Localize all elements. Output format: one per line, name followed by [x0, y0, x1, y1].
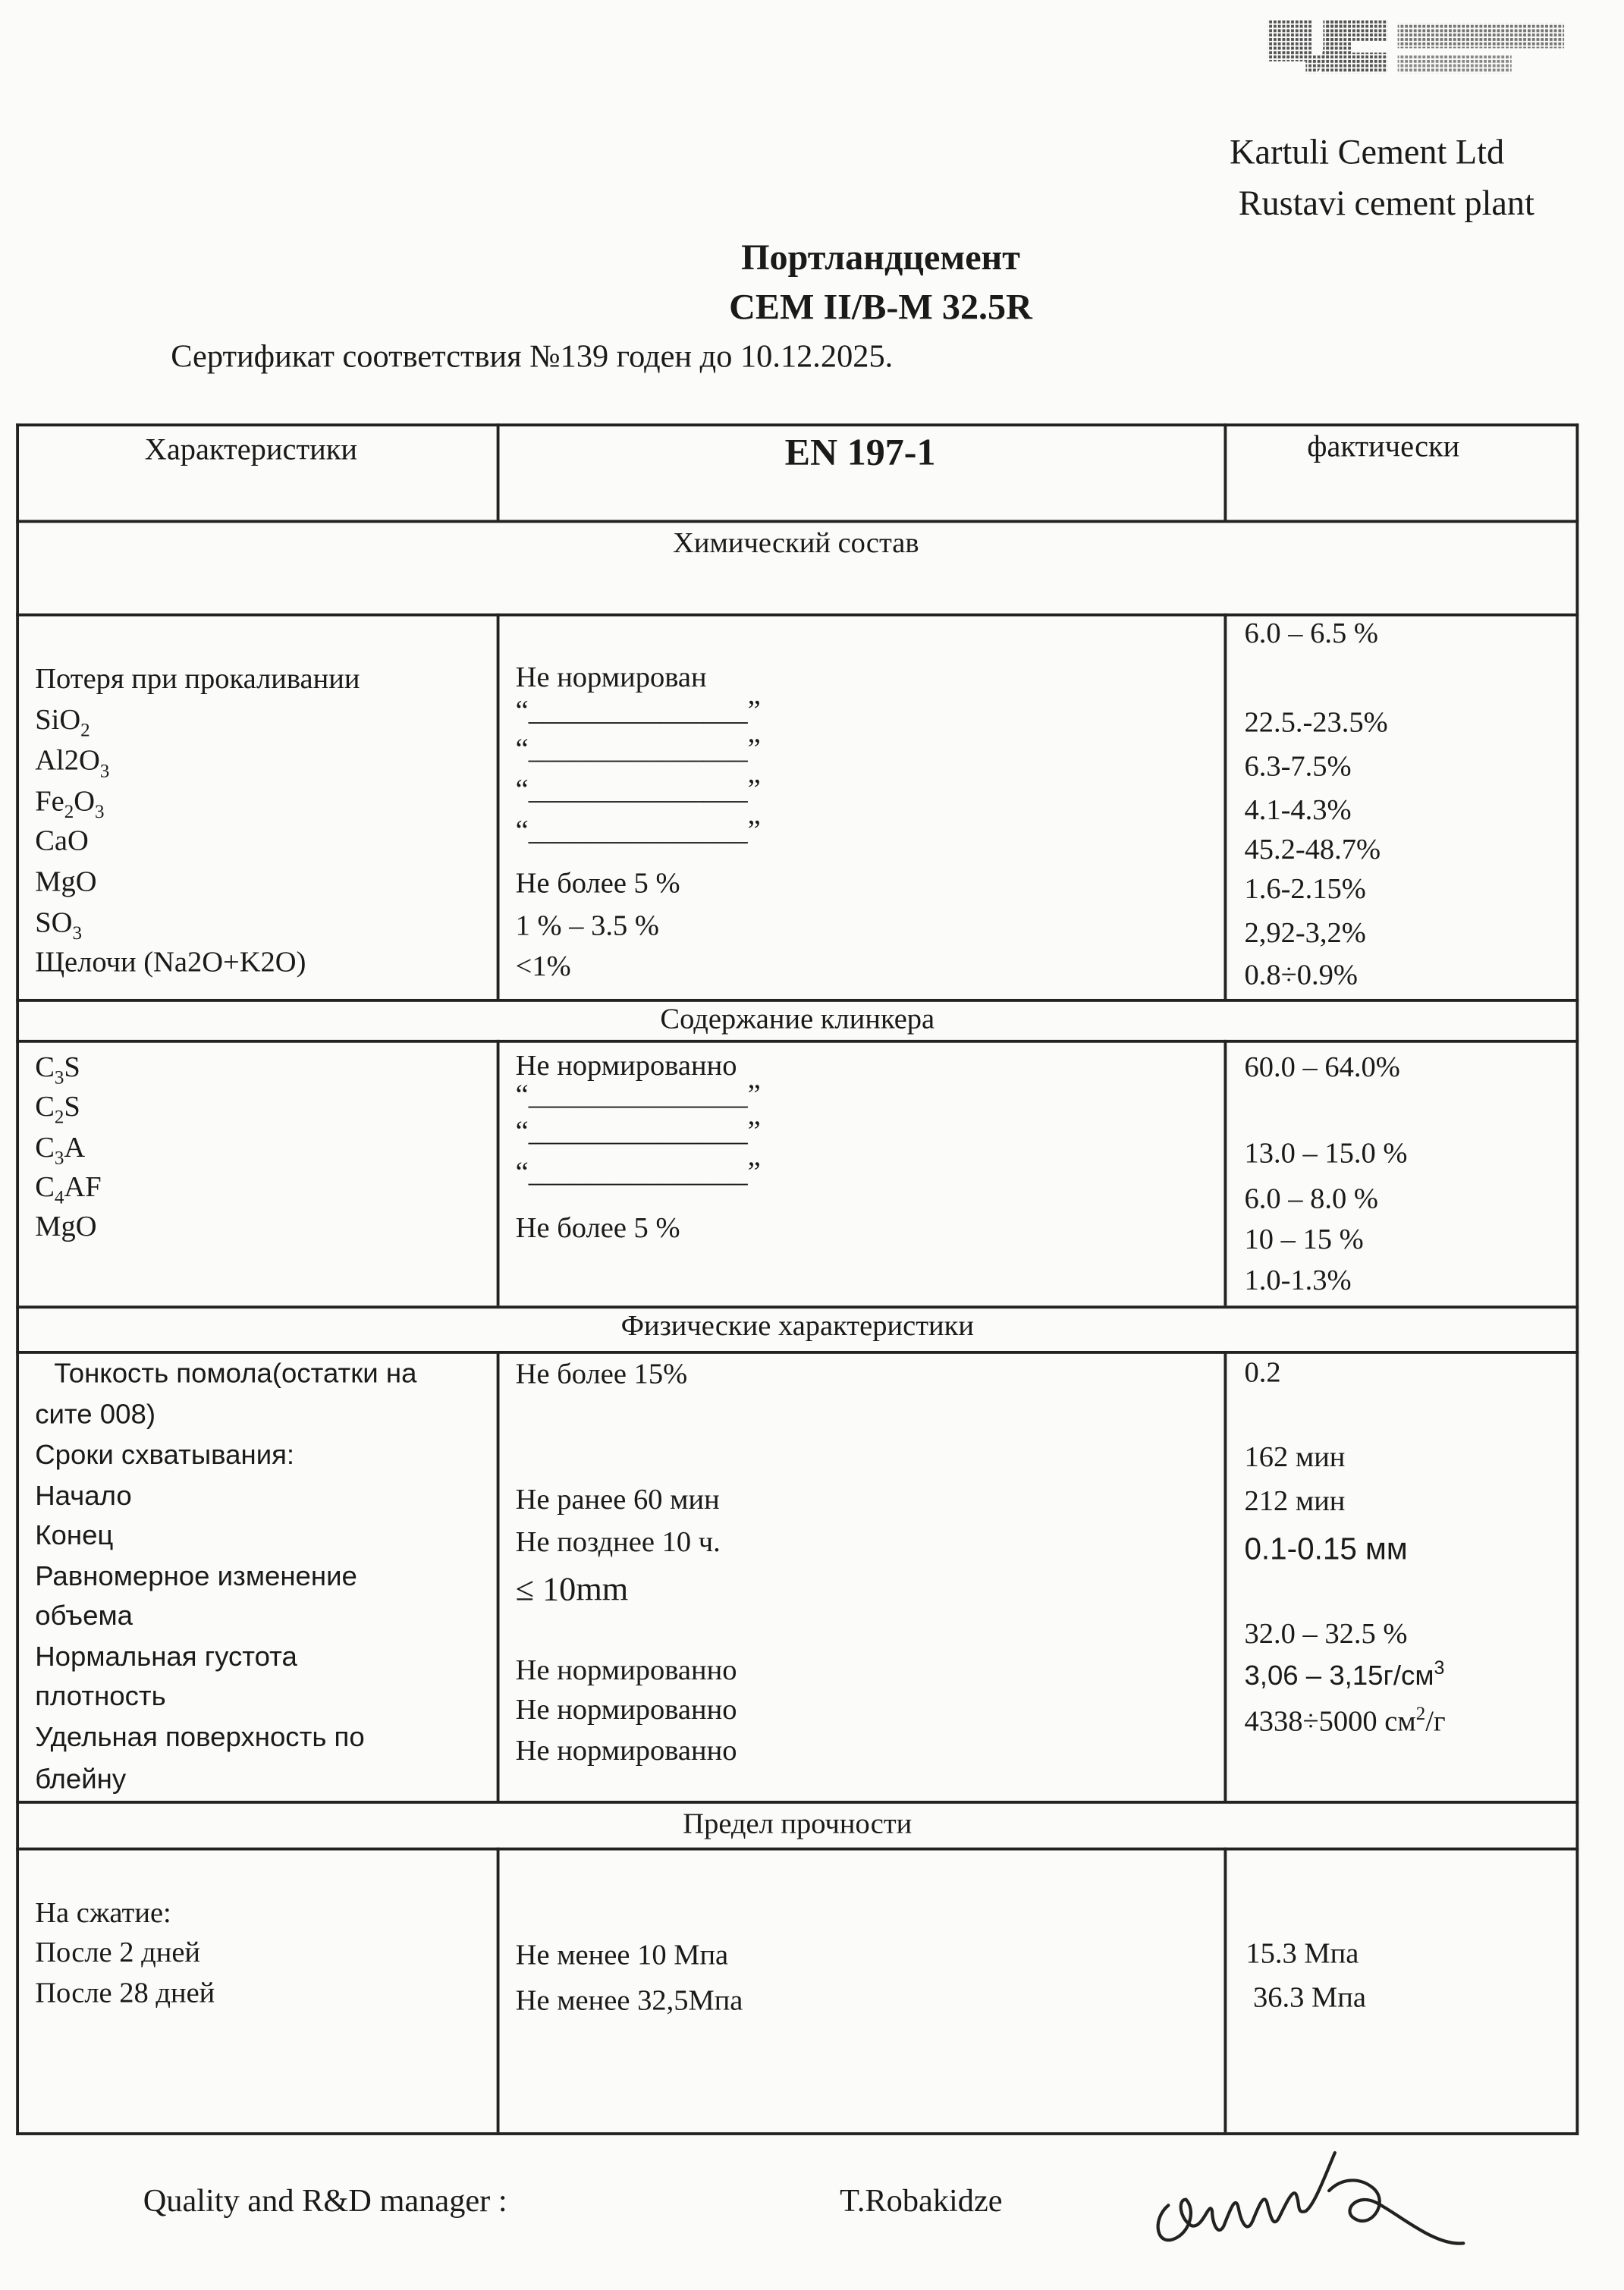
- chem-actual: 1.6-2.15%: [1244, 873, 1366, 906]
- phys-name: Сроки схватывания:: [35, 1440, 295, 1472]
- logo-mark-icon: [1267, 20, 1565, 74]
- phys-actual: 162 мин: [1244, 1441, 1346, 1474]
- phys-norm: Не нормированно: [515, 1654, 737, 1687]
- phys-norm: Не ранее 60 мин: [515, 1484, 720, 1516]
- clinker-actual: 13.0 – 15.0 %: [1244, 1137, 1408, 1170]
- phys-norm: ≤ 10mm: [515, 1570, 629, 1607]
- strength-actual: 15.3 Мпа: [1245, 1938, 1359, 1971]
- phys-actual: 4338÷5000 см2/г: [1244, 1701, 1446, 1739]
- clinker-actual: 6.0 – 8.0 %: [1244, 1183, 1378, 1215]
- chem-norm: Не нормирован: [515, 661, 707, 694]
- signatory-name: T.Robakidze: [840, 2182, 1003, 2219]
- phys-actual: 0.2: [1244, 1356, 1281, 1390]
- header-actual: фактически: [1307, 429, 1460, 464]
- section-clinker: Содержание клинкера: [660, 1003, 935, 1036]
- phys-actual: 212 мин: [1244, 1485, 1346, 1518]
- section-strength: Предел прочности: [683, 1808, 913, 1841]
- clinker-norm: “_______________”: [515, 1079, 761, 1112]
- chem-norm: “_______________”: [515, 695, 761, 727]
- clinker-norm: Не более 5 %: [515, 1212, 680, 1245]
- phys-norm: Не более 15%: [515, 1358, 688, 1390]
- clinker-name: C2S: [35, 1091, 80, 1128]
- clinker-actual: 60.0 – 64.0%: [1244, 1051, 1400, 1084]
- plant-name: Rustavi cement plant: [1238, 185, 1534, 224]
- chem-norm: “_______________”: [515, 774, 761, 806]
- clinker-name: C3S: [35, 1051, 80, 1088]
- clinker-actual: 10 – 15 %: [1244, 1224, 1364, 1256]
- chem-norm: Не более 5 %: [515, 867, 680, 900]
- chem-name: SO3: [35, 906, 82, 944]
- clinker-norm: Не нормированно: [515, 1050, 737, 1082]
- phys-norm: Не нормированно: [515, 1735, 737, 1767]
- chem-name: MgO: [35, 865, 97, 899]
- clinker-actual: 1.0-1.3%: [1244, 1264, 1352, 1297]
- chem-actual: 6.0 – 6.5 %: [1244, 617, 1378, 650]
- phys-norm: Не позднее 10 ч.: [515, 1526, 721, 1559]
- strength-norm: Не менее 10 Мпа: [515, 1939, 729, 1972]
- clinker-name: C3A: [35, 1132, 86, 1169]
- clinker-name: C4AF: [35, 1171, 102, 1208]
- phys-actual: 32.0 – 32.5 %: [1244, 1618, 1408, 1651]
- strength-name: После 28 дней: [35, 1977, 215, 2010]
- clinker-norm: “_______________”: [515, 1156, 761, 1189]
- chem-norm: 1 % – 3.5 %: [515, 909, 659, 942]
- chem-name: CaO: [35, 825, 89, 858]
- strength-actual: 36.3 Мпа: [1252, 1981, 1366, 2015]
- phys-actual: 3,06 – 3,15г/см3: [1244, 1656, 1445, 1692]
- phys-name: Конец: [35, 1521, 114, 1552]
- product-title: Портландцемент: [741, 238, 1020, 278]
- chem-name: Fe2O3: [35, 785, 105, 823]
- chem-actual: 22.5.-23.5%: [1244, 706, 1388, 740]
- phys-name: плотность: [35, 1682, 166, 1713]
- chem-actual: 6.3-7.5%: [1244, 750, 1352, 784]
- clinker-norm: “_______________”: [515, 1116, 761, 1148]
- certificate-line: Сертификат соответствия №139 годен до 10…: [171, 337, 894, 374]
- chem-actual: 4.1-4.3%: [1244, 794, 1352, 827]
- phys-norm: Не нормированно: [515, 1694, 737, 1726]
- chem-name: Потеря при прокаливании: [35, 663, 360, 696]
- chem-norm: “_______________”: [515, 733, 761, 765]
- clinker-name: MgO: [35, 1211, 97, 1243]
- chem-name: Щелочи (Na2O+K2O): [35, 946, 306, 979]
- section-chemical: Химический состав: [673, 527, 919, 560]
- signatory-role: Quality and R&D manager :: [143, 2182, 507, 2219]
- phys-actual: 0.1-0.15 мм: [1244, 1532, 1408, 1566]
- strength-name: На сжатие:: [35, 1897, 171, 1930]
- phys-name: Нормальная густота: [35, 1642, 297, 1673]
- strength-name: После 2 дней: [35, 1937, 201, 1969]
- product-grade: CEM II/B-M 32.5R: [729, 288, 1032, 328]
- header-standard: EN 197-1: [784, 430, 936, 473]
- phys-name: блейну: [35, 1764, 127, 1796]
- chem-name: Al2O3: [35, 744, 110, 782]
- company-name: Kartuli Cement Ltd: [1230, 134, 1505, 173]
- phys-name: Начало: [35, 1481, 132, 1513]
- section-physical: Физические характеристики: [620, 1310, 974, 1343]
- chem-actual: 2,92-3,2%: [1244, 917, 1366, 950]
- phys-name: объема: [35, 1601, 134, 1632]
- chem-norm: “_______________”: [515, 815, 761, 847]
- signature-icon: [1156, 2150, 1465, 2245]
- phys-name: Тонкость помола(остатки на: [54, 1359, 417, 1390]
- phys-name: Равномерное изменение: [35, 1562, 357, 1593]
- chem-actual: 45.2-48.7%: [1244, 834, 1381, 866]
- chem-name: SiO2: [35, 704, 90, 741]
- header-characteristics: Характеристики: [144, 431, 358, 467]
- chem-norm: <1%: [515, 950, 571, 983]
- strength-norm: Не менее 32,5Мпа: [515, 1984, 743, 2017]
- company-logo: [1264, 11, 1571, 79]
- phys-name: Удельная поверхность по: [35, 1723, 365, 1754]
- phys-name: сите 008): [35, 1399, 156, 1431]
- chem-actual: 0.8÷0.9%: [1244, 959, 1358, 992]
